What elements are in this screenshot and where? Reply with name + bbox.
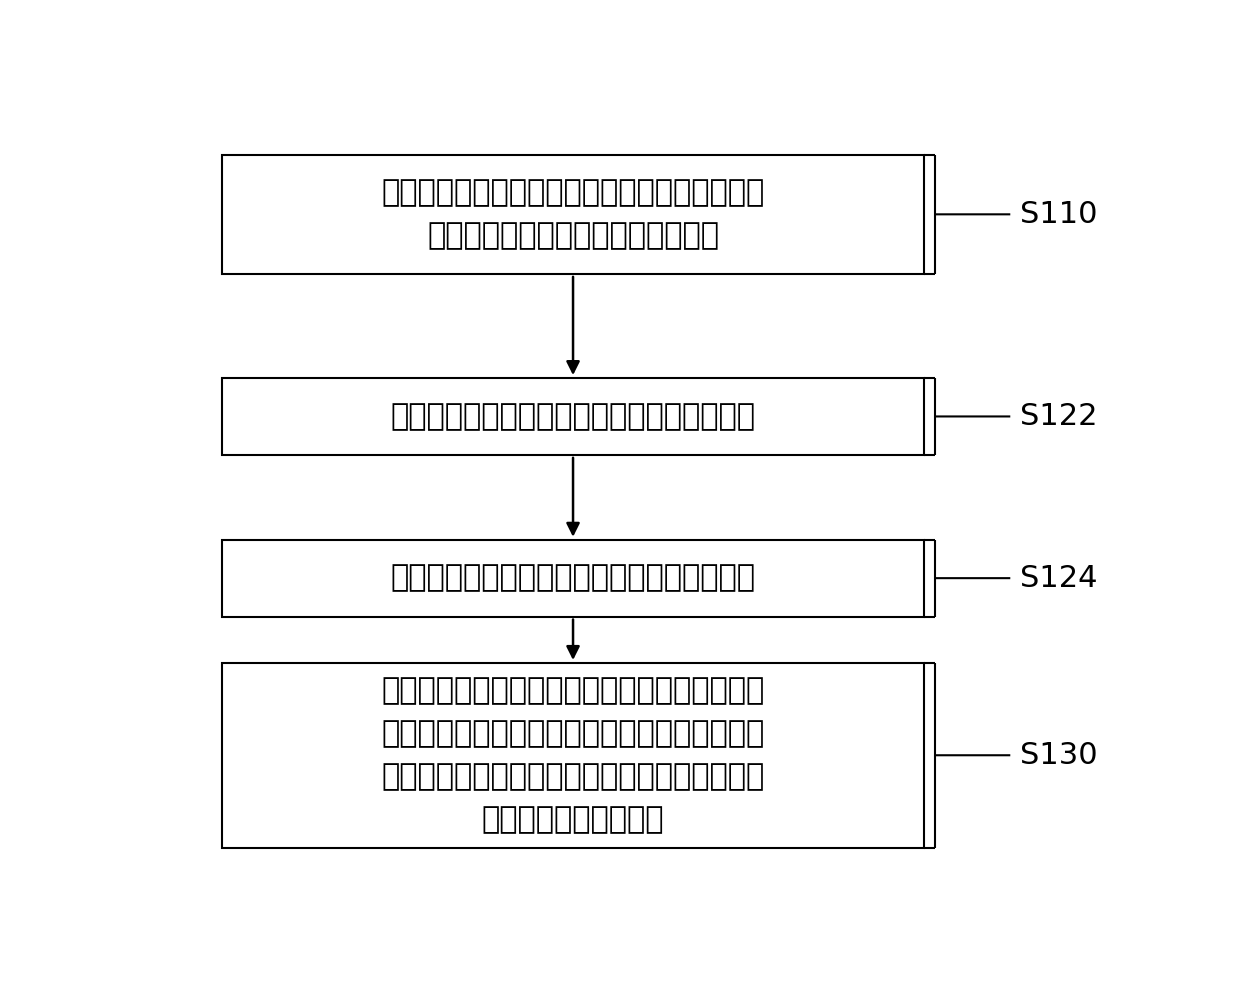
Text: 根据温度补偿值和环境温度得到实际环境温度: 根据温度补偿值和环境温度得到实际环境温度: [391, 564, 755, 593]
Bar: [222, 663, 924, 848]
Text: S124: S124: [1019, 564, 1097, 593]
Bar: [222, 378, 924, 455]
Text: S130: S130: [1019, 741, 1097, 770]
Bar: [222, 155, 924, 274]
Text: 根据冷藏室的温度、环境温度得到温度补偿值: 根据冷藏室的温度、环境温度得到温度补偿值: [391, 402, 755, 431]
Text: S122: S122: [1019, 402, 1097, 431]
Text: 根据实际环境温度、采集电压和预设的第二对应
关系得到湿度传感器的实际湿度，其中，预设的
第二对应关系表征实际环境温度、采集电压和实
际湿度之间的对应关系: 根据实际环境温度、采集电压和预设的第二对应 关系得到湿度传感器的实际湿度，其中，…: [382, 677, 765, 834]
Text: S110: S110: [1019, 200, 1097, 229]
Text: 获取环境温度、制冷设备的冷藏室的温度和设置
于制冷设备的湿度传感器的采集电压: 获取环境温度、制冷设备的冷藏室的温度和设置 于制冷设备的湿度传感器的采集电压: [382, 178, 765, 250]
Bar: [222, 540, 924, 617]
